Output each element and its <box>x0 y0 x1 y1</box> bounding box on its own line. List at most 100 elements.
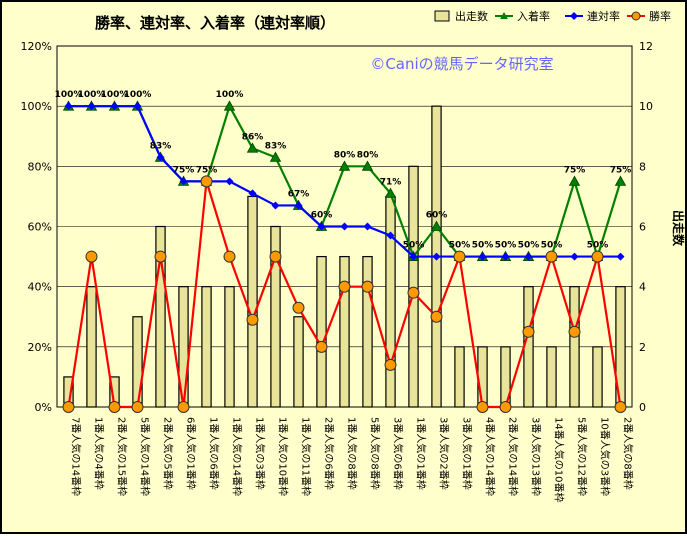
category-label: 1番人気の3番枠 <box>254 417 267 490</box>
bar <box>592 346 603 408</box>
right-tick-label: 0 <box>639 401 646 414</box>
data-label: 50% <box>472 241 494 251</box>
point-marker <box>271 201 280 210</box>
data-label: 60% <box>311 211 333 221</box>
point-marker <box>110 102 119 111</box>
x-axis-tick-labels: 7番人気の14番枠 1番人気の4番枠 2番人気の15番枠 5番人気の14番枠 2番人気の… <box>70 417 635 502</box>
bar <box>293 316 304 408</box>
point-marker <box>108 401 121 413</box>
right-tick-label: 8 <box>639 160 646 173</box>
point-marker <box>476 401 489 413</box>
category-label: 3番人気の13番枠 <box>530 417 543 496</box>
left-tick-label: 120% <box>21 40 52 53</box>
legend-label: 出走数 <box>455 9 488 23</box>
bar <box>385 195 396 408</box>
point-marker <box>478 252 487 261</box>
left-tick-label: 80% <box>28 160 52 173</box>
bar <box>224 286 235 408</box>
point-marker <box>614 401 627 413</box>
data-label: 50% <box>495 241 517 251</box>
chart-title: 勝率、連対率、入着率（連対率順） <box>95 14 335 32</box>
legend-marker <box>631 11 641 21</box>
bar <box>247 195 258 408</box>
right-tick-label: 10 <box>639 100 653 113</box>
point-marker <box>363 222 372 231</box>
point-marker <box>87 102 96 111</box>
data-label: 80% <box>334 150 356 160</box>
bar <box>270 225 281 408</box>
right-tick-label: 4 <box>639 281 646 294</box>
bar <box>523 286 534 408</box>
data-label: 75% <box>196 165 218 175</box>
data-label: 75% <box>564 165 586 175</box>
point-marker <box>62 401 75 413</box>
line-series <box>62 100 627 413</box>
data-label: 75% <box>173 165 195 175</box>
bar <box>132 316 143 408</box>
left-tick-label: 40% <box>28 281 52 294</box>
legend-label: 入着率 <box>517 9 550 23</box>
category-label: 14番人気の10番枠 <box>553 417 566 502</box>
point-marker <box>64 102 73 111</box>
data-label: 50% <box>541 241 563 251</box>
right-axis-ticks: 0 2 4 6 8 10 12 <box>639 40 653 414</box>
category-label: 3番人気の1番枠 <box>461 417 474 490</box>
point-marker <box>616 252 625 261</box>
point-marker <box>570 252 579 261</box>
bar <box>569 286 580 408</box>
category-label: 2番人気の8番枠 <box>622 417 635 490</box>
data-label: 50% <box>449 241 471 251</box>
point-marker <box>501 252 510 261</box>
watermark: ©Caniの競馬データ研究室 <box>370 55 553 73</box>
point-marker <box>133 102 142 111</box>
category-label: 1番人気の11番枠 <box>300 417 313 496</box>
data-label: 100% <box>78 90 106 100</box>
bar <box>155 225 166 408</box>
data-label: 80% <box>357 150 379 160</box>
point-marker <box>248 189 257 198</box>
category-label: 5番人気の14番枠 <box>139 417 152 496</box>
category-label: 1番人気の10番枠 <box>277 417 290 496</box>
bar <box>362 255 373 408</box>
point-marker <box>568 175 581 186</box>
point-marker <box>200 175 213 188</box>
category-label: 5番人気の8番枠 <box>369 417 382 490</box>
point-marker <box>453 250 466 263</box>
right-tick-label: 6 <box>639 221 646 234</box>
point-marker <box>269 151 282 162</box>
point-marker <box>179 177 188 186</box>
bar <box>86 286 97 408</box>
point-marker <box>315 340 328 353</box>
data-label: 83% <box>265 141 287 151</box>
point-marker <box>246 313 259 326</box>
point-marker <box>430 220 443 231</box>
bar <box>477 346 488 408</box>
data-label: 100% <box>101 90 129 100</box>
left-axis-ticks: 0% 20% 40% 60% 80% 100% 120% <box>21 40 52 414</box>
data-label: 83% <box>150 141 172 151</box>
category-label: 1番人気の8番枠 <box>346 417 359 490</box>
point-marker <box>154 250 167 263</box>
point-marker <box>384 358 397 371</box>
point-marker <box>156 153 165 162</box>
point-marker <box>614 175 627 186</box>
point-marker <box>246 142 259 153</box>
category-label: 2番人気の6番枠 <box>323 417 336 490</box>
right-tick-label: 2 <box>639 341 646 354</box>
point-marker <box>430 310 443 323</box>
data-labels: 100%100%100%100%83%75% 75%100%86%83%67%60… <box>55 90 632 250</box>
bar <box>408 165 419 408</box>
data-label: 60% <box>426 211 448 221</box>
left-tick-label: 100% <box>21 100 52 113</box>
point-marker <box>384 187 397 198</box>
category-label: 7番人気の14番枠 <box>70 417 83 496</box>
left-tick-label: 20% <box>28 341 52 354</box>
point-marker <box>524 252 533 261</box>
bar-series <box>63 105 626 408</box>
category-label: 1番人気の1番枠 <box>415 417 428 490</box>
category-label: 2番人気の14番枠 <box>507 417 520 496</box>
data-label: 75% <box>610 165 632 175</box>
point-marker <box>407 286 420 299</box>
